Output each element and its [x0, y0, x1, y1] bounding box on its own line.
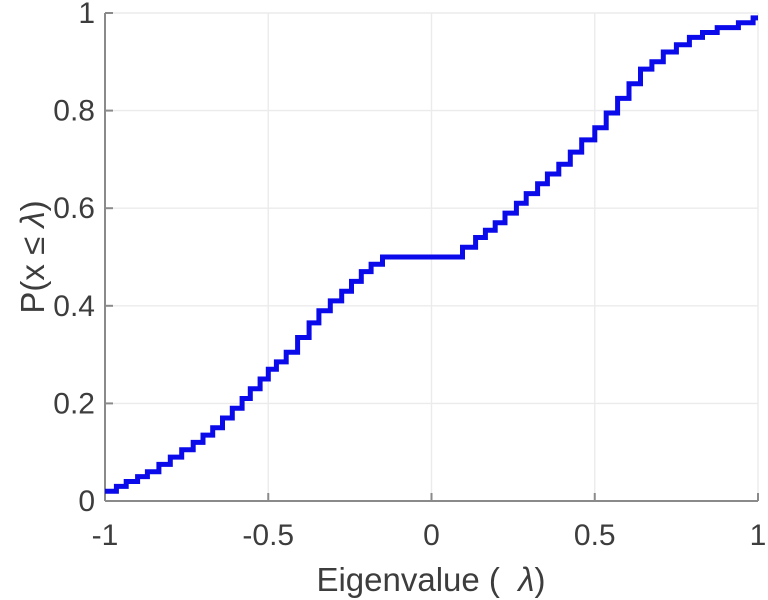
y-axis-label: P(x ≤ λ): [14, 200, 51, 313]
tick-marks: [104, 12, 759, 502]
x-axis-label-text: Eigenvalue (: [316, 561, 518, 598]
ecdf-step-line: [105, 15, 758, 494]
x-tick-label: 1: [750, 519, 767, 552]
x-axis-label-close: ): [535, 561, 546, 598]
ecdf-curve: [105, 15, 758, 494]
y-tick-label: 0.4: [53, 290, 95, 323]
y-axis-label-close: ): [14, 200, 51, 211]
x-tick-label: -1: [92, 519, 119, 552]
tick-labels: -1 -0.5 0 0.5 1 0 0.2 0.4 0.6 0.8 1: [53, 0, 766, 552]
grid-lines: [105, 12, 759, 501]
x-tick-label: 0.5: [574, 519, 616, 552]
x-axis-label: Eigenvalue ( λ): [316, 561, 545, 598]
x-tick-label: -0.5: [242, 519, 294, 552]
y-tick-label: 0.6: [53, 192, 95, 225]
y-axis-label-text: P(x ≤: [14, 228, 51, 314]
lambda-symbol: λ: [14, 211, 51, 229]
lambda-symbol: λ: [516, 561, 534, 598]
y-tick-label: 1: [78, 0, 95, 30]
y-tick-label: 0.8: [53, 95, 95, 128]
y-tick-label: 0.2: [53, 387, 95, 420]
x-tick-label: 0: [423, 519, 440, 552]
y-tick-label: 0: [78, 485, 95, 518]
